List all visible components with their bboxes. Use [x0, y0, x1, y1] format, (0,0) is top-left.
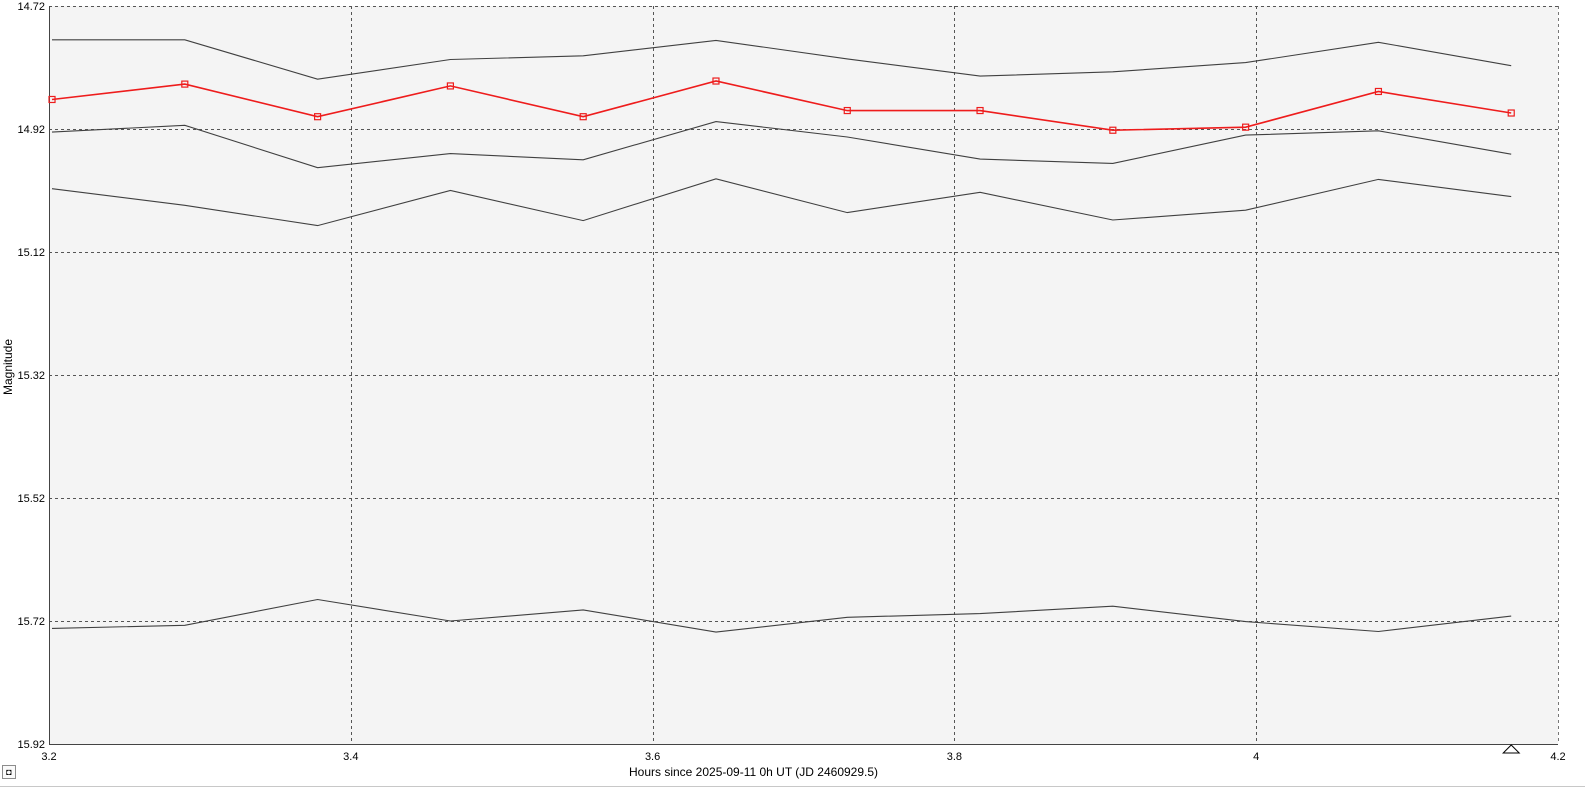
- series-point-target: [1109, 126, 1117, 134]
- series-point-target: [1507, 109, 1515, 117]
- y-tick-label: 14.92: [17, 124, 45, 136]
- series-point-target: [1374, 87, 1383, 96]
- series-line-comparison-4: [51, 598, 1512, 633]
- y-tick-label: 15.52: [17, 493, 45, 505]
- y-tick-label: 14.72: [17, 1, 45, 13]
- y-tick-label: 15.72: [17, 616, 45, 628]
- y-tick-label: 15.32: [17, 370, 45, 382]
- bottom-rule: [0, 786, 1585, 787]
- series-point-target: [843, 106, 851, 115]
- series-point-target: [712, 77, 720, 85]
- series-point-target: [181, 80, 189, 88]
- series-point-target: [446, 82, 454, 90]
- plot-area: [49, 6, 1558, 744]
- series-line-comparison-2: [51, 121, 1512, 169]
- series-point-target: [48, 95, 56, 104]
- time-marker-triangle: [1502, 744, 1521, 754]
- x-tick-label: 4: [1253, 751, 1259, 763]
- x-tick-label: 3.2: [41, 751, 56, 763]
- x-axis-title: Hours since 2025-09-11 0h UT (JD 2460929…: [629, 765, 878, 779]
- series-line-comparison-3: [51, 178, 1512, 227]
- series-point-target: [579, 113, 587, 121]
- corner-button[interactable]: ◘: [2, 765, 16, 779]
- x-tick-label: 3.4: [343, 751, 358, 763]
- series-line-target: [51, 80, 1512, 132]
- series-point-target: [1242, 123, 1250, 131]
- series-point-target: [314, 113, 322, 121]
- y-axis-title: Magnitude: [1, 339, 15, 395]
- y-tick-label: 15.12: [17, 247, 45, 259]
- x-tick-label: 4.2: [1550, 751, 1565, 763]
- y-tick-label: 15.92: [17, 739, 45, 751]
- series-point-target: [976, 106, 984, 115]
- x-tick-label: 3.8: [947, 751, 962, 763]
- x-tick-label: 3.6: [645, 751, 660, 763]
- series-line-comparison-1: [52, 39, 1512, 80]
